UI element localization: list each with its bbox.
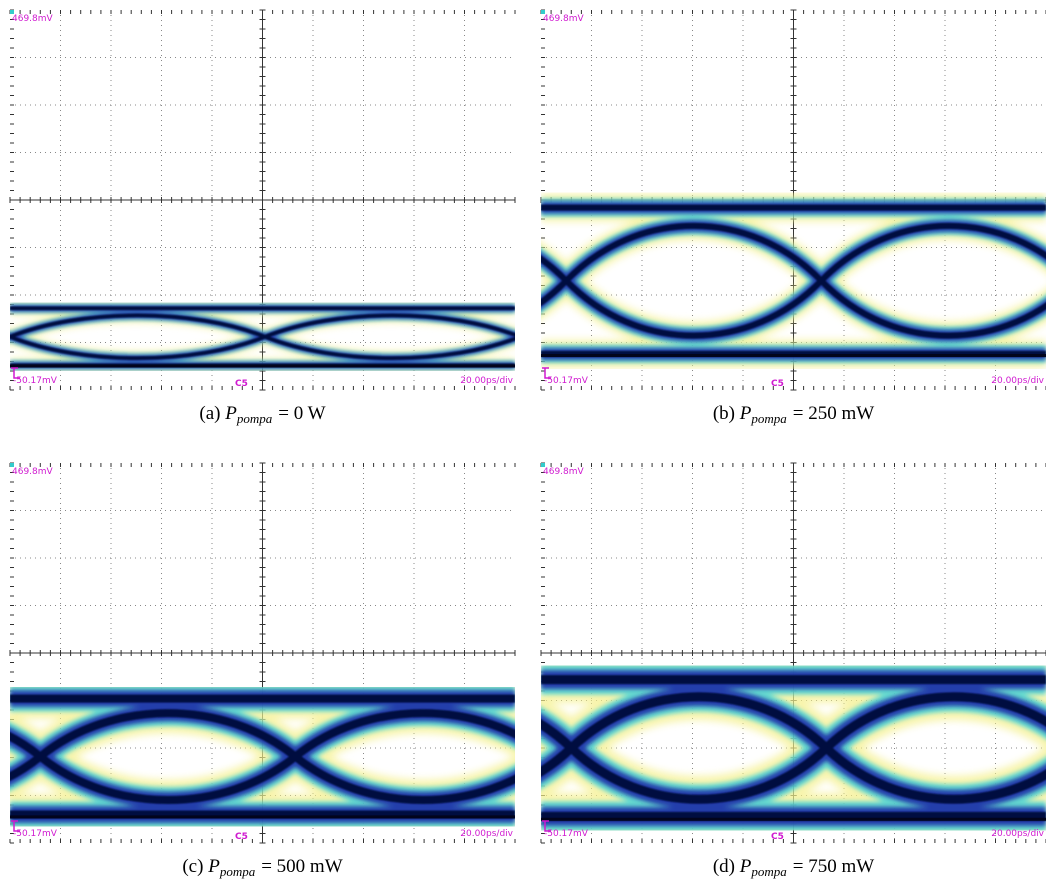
caption: (d) Ppompa = 750 mW <box>713 856 874 879</box>
eye-diagram-panel: 469.8mV -50.17mV C5 20.00ps/div <box>9 462 516 844</box>
caption-label: (a) <box>199 403 220 424</box>
ground-marker <box>11 820 20 832</box>
marker <box>541 10 545 14</box>
caption-value: = 500 mW <box>261 856 342 877</box>
caption: (b) Ppompa = 250 mW <box>713 403 874 426</box>
caption-symbol: P <box>224 403 237 424</box>
ground-marker <box>542 367 551 379</box>
caption-subscript: pompa <box>219 864 256 879</box>
top-level-label: 469.8mV <box>543 14 585 24</box>
channel-label: C5 <box>235 832 248 842</box>
caption-subscript: pompa <box>750 864 787 879</box>
timebase-label: 20.00ps/div <box>991 376 1044 386</box>
eye-diagram-panel: 469.8mV -50.17mV C5 20.00ps/div <box>540 462 1046 844</box>
caption-subscript: pompa <box>750 411 787 426</box>
bottom-level-label: -50.17mV <box>13 829 58 839</box>
timebase-label: 20.00ps/div <box>991 829 1044 839</box>
caption-symbol: P <box>739 403 752 424</box>
marker <box>541 463 545 467</box>
bottom-level-label: -50.17mV <box>544 829 589 839</box>
timebase-label: 20.00ps/div <box>460 376 513 386</box>
eye-trace <box>541 656 1046 840</box>
caption-label: (d) <box>713 856 735 877</box>
ground-marker <box>542 820 551 832</box>
eye-trace <box>10 678 515 835</box>
timebase-label: 20.00ps/div <box>460 829 513 839</box>
marker <box>10 463 14 467</box>
top-level-label: 469.8mV <box>12 467 54 477</box>
eye-noise-band <box>541 675 1046 821</box>
caption: (c) Ppompa = 500 mW <box>182 856 342 879</box>
eye-trace <box>10 301 515 372</box>
caption-symbol: P <box>207 856 220 877</box>
eye-noise-band <box>541 204 1046 357</box>
top-level-label: 469.8mV <box>543 467 585 477</box>
caption-value: = 750 mW <box>793 856 874 877</box>
channel-label: C5 <box>771 379 784 389</box>
caption: (a) Ppompa = 0 W <box>199 403 325 426</box>
eye-diagram-panel: 469.8mV -50.17mV C5 20.00ps/div <box>540 9 1046 391</box>
bottom-level-label: -50.17mV <box>13 376 58 386</box>
channel-label: C5 <box>771 832 784 842</box>
bottom-level-label: -50.17mV <box>544 376 589 386</box>
caption-value: = 0 W <box>278 403 325 424</box>
channel-label: C5 <box>235 379 248 389</box>
marker <box>10 10 14 14</box>
caption-value: = 250 mW <box>793 403 874 424</box>
caption-symbol: P <box>739 856 752 877</box>
caption-subscript: pompa <box>236 411 273 426</box>
eye-trace <box>541 193 1046 368</box>
eye-diagram-panel: 469.8mV -50.17mV C5 20.00ps/div <box>9 9 516 391</box>
caption-label: (c) <box>182 856 203 877</box>
ground-marker <box>11 367 20 379</box>
top-level-label: 469.8mV <box>12 14 54 24</box>
eye-noise-band <box>10 694 515 819</box>
caption-label: (b) <box>713 403 735 424</box>
